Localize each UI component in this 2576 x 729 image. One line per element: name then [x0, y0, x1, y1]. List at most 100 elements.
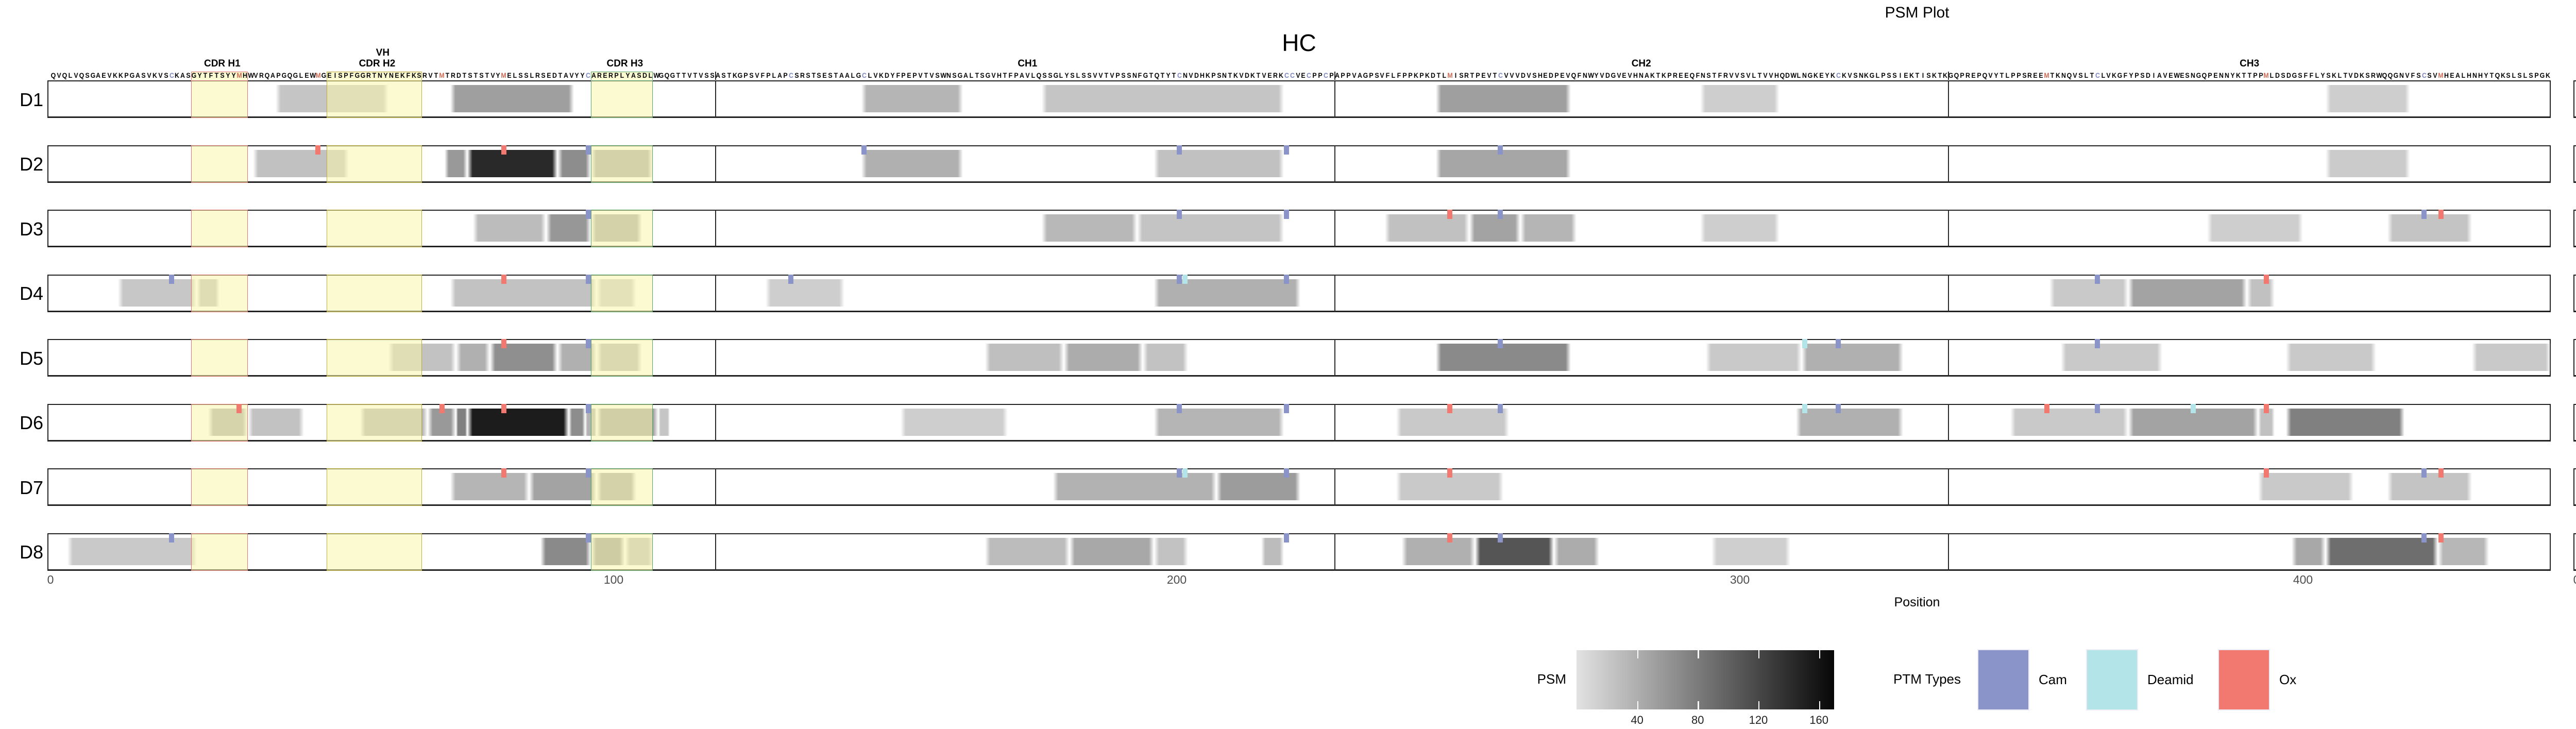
sequence-residue: W: [940, 72, 947, 79]
ptm-tick-ox: [501, 468, 506, 478]
sequence-residue: S: [1706, 72, 1711, 79]
sequence-residue: S: [721, 72, 726, 79]
sequence-residue: T: [1003, 72, 1007, 79]
ptm-tick-cam: [1498, 339, 1503, 348]
sequence-residue: L: [2084, 72, 2088, 79]
sequence-residue: F: [2411, 72, 2415, 79]
sequence-residue: P: [2134, 72, 2139, 79]
sequence-residue: S: [468, 72, 472, 79]
sequence-residue: T: [485, 72, 489, 79]
domain-boundary-line: [715, 533, 716, 571]
sequence-residue: S: [2078, 72, 2083, 79]
psm-colorbar-tick: [1698, 701, 1699, 709]
sequence-residue: S: [2022, 72, 2027, 79]
sequence-residue: Y: [2230, 72, 2235, 79]
sequence-residue: S: [220, 72, 225, 79]
psm-coverage-segment: [1154, 537, 1188, 565]
ptm-tick-deamid: [1182, 468, 1188, 478]
psm-coverage-segment: [2387, 473, 2472, 500]
psm-coverage-segment: [1154, 149, 1284, 177]
sequence-residue: P: [1318, 72, 1323, 79]
sequence-residue: D: [1245, 72, 1250, 79]
psm-coverage-segment: [1802, 344, 1903, 371]
row-label-d6: D6: [19, 412, 43, 433]
psm-coverage-segment: [1064, 344, 1143, 371]
sequence-residue: P: [1476, 72, 1480, 79]
sequence-residue: R: [1464, 72, 1469, 79]
sequence-residue: C: [1177, 72, 1182, 79]
sequence-residue: L: [2101, 72, 2105, 79]
psm-coverage-segment: [445, 149, 467, 177]
sequence-residue: L: [2337, 72, 2342, 79]
sequence-residue: G: [1143, 72, 1148, 79]
sample-row-inner: [2573, 145, 2576, 183]
sequence-residue: S: [1459, 72, 1464, 79]
sequence-residue: S: [2517, 72, 2522, 79]
ptm-tick-ox: [2438, 468, 2444, 478]
sequence-residue: P: [2016, 72, 2021, 79]
psm-coverage-segment: [568, 408, 586, 436]
ptm-tick-cam: [1284, 403, 1290, 413]
sequence-residue: T: [1172, 72, 1176, 79]
sequence-residue: A: [180, 72, 185, 79]
sequence-residue: Q: [264, 72, 270, 79]
sequence-residue: N: [1858, 72, 1863, 79]
sequence-residue: G: [2196, 72, 2201, 79]
psm-coverage-segment: [1469, 214, 1520, 242]
sequence-residue: K: [2500, 72, 2505, 79]
sequence-residue: D: [456, 72, 461, 79]
sequence-residue: I: [1922, 72, 1924, 79]
sequence-residue: E: [101, 72, 106, 79]
cdr-band-cdr-h1: [191, 274, 248, 312]
sequence-residue: T: [2090, 72, 2094, 79]
psm-coverage-segment: [2387, 214, 2472, 242]
sequence-residue: R: [2371, 72, 2376, 79]
sequence-residue: V: [569, 72, 574, 79]
sequence-residue: Q: [1689, 72, 1694, 79]
sequence-residue: R: [597, 72, 602, 79]
sequence-residue: S: [1853, 72, 1858, 79]
ptm-tick-ox: [236, 403, 242, 413]
sequence-residue: I: [1899, 72, 1902, 79]
sequence-residue: Q: [50, 72, 56, 79]
sequence-residue: S: [2281, 72, 2285, 79]
sequence-residue: L: [299, 72, 303, 79]
ptm-swatch-label-deamid: Deamid: [2147, 671, 2194, 687]
domain-boundary-line: [715, 339, 716, 377]
sequence-residue: A: [2157, 72, 2162, 79]
sequence-residue: V: [2163, 72, 2167, 79]
sequence-residue: Y: [231, 72, 236, 79]
sequence-residue: T: [975, 72, 979, 79]
sample-row-inner: [47, 339, 2551, 377]
sequence-residue: K: [1250, 72, 1256, 79]
sequence-residue: A: [2455, 72, 2461, 79]
sequence-residue: E: [547, 72, 551, 79]
sequence-residue: L: [68, 72, 73, 79]
sequence-residue: H: [2444, 72, 2449, 79]
psm-coverage-segment: [2292, 537, 2326, 565]
sample-row-inner: [47, 80, 2551, 118]
ptm-tick-ox: [2044, 403, 2049, 413]
sample-row-d2-hc: [47, 145, 2551, 183]
sequence-residue: P: [1881, 72, 1886, 79]
sequence-residue: F: [2303, 72, 2308, 79]
psm-coverage-segment: [2010, 408, 2129, 436]
sequence-residue: T: [473, 72, 478, 79]
sequence-residue: S: [2140, 72, 2145, 79]
sample-row-d3-hc: [47, 210, 2551, 247]
sequence-residue: L: [1797, 72, 1801, 79]
axis-tick-label: 0: [2573, 573, 2576, 587]
sequence-residue: H: [1199, 72, 1205, 79]
psm-coverage-segment: [985, 537, 1070, 565]
sequence-residue: D: [552, 72, 557, 79]
sequence-residue: S: [141, 72, 146, 79]
sequence-residue: Q: [1780, 72, 1785, 79]
sequence-residue: C: [1307, 72, 1312, 79]
sequence-residue: L: [2270, 72, 2274, 79]
sequence-residue: T: [2489, 72, 2494, 79]
sequence-residue: V: [1110, 72, 1114, 79]
sample-row-d6-hc: [47, 403, 2551, 442]
ptm-tick-ox: [2263, 468, 2269, 478]
sequence-residue: F: [1718, 72, 1722, 79]
sequence-residue: Q: [1154, 72, 1160, 79]
